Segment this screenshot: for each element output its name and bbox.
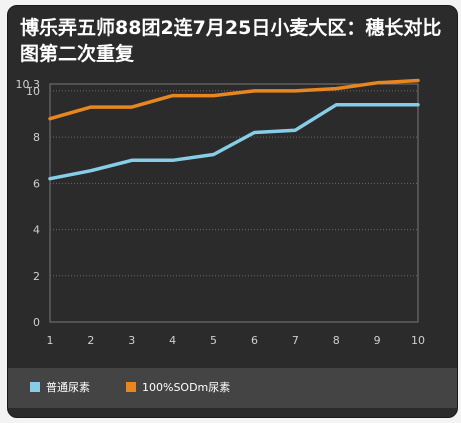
data-point [212,94,215,97]
data-point [416,79,420,82]
x-tick-label: 9 [374,334,381,347]
data-point [130,105,133,109]
y-tick-label: 10 [26,85,40,98]
plot-border [49,83,419,323]
data-point [375,81,379,85]
x-tick-label: 8 [333,334,340,347]
legend-swatch [30,382,40,392]
data-point [416,103,420,106]
x-tick-label: 3 [128,334,135,347]
data-point [253,131,256,134]
data-point [89,169,93,172]
data-point [130,159,133,162]
data-point [375,103,379,106]
data-point [253,89,256,93]
x-tick-label: 1 [47,334,54,347]
x-tick-label: 4 [169,334,176,347]
data-point [171,94,174,97]
y-tick-label: 2 [33,270,40,283]
x-tick-label: 10 [411,334,425,347]
legend-item: 100%SODm尿素 [126,380,230,394]
y-tick-label: 4 [33,224,40,237]
data-point [335,103,338,106]
data-point [294,129,297,132]
chart-legend: 普通尿素 100%SODm尿素 [8,368,457,408]
data-point [294,89,297,93]
series-line-2 [48,78,420,121]
series-line-1 [48,103,420,181]
data-point [89,105,93,109]
y-tick-label: 8 [33,131,40,144]
y-tick-label: 10.3 [16,78,41,91]
chart-title: 博乐弄五师88团2连7月25日小麦大区：穗长对比图第二次重复 [20,17,442,65]
data-point [48,177,52,180]
x-tick-label: 2 [87,334,94,347]
legend-swatch [126,382,136,392]
y-tick-label: 0 [33,316,40,329]
data-point [48,117,52,120]
x-tick-label: 5 [210,334,217,347]
legend-label: 100%SODm尿素 [142,381,231,394]
x-tick-label: 7 [292,334,299,347]
chart-card: 博乐弄五师88团2连7月25日小麦大区：穗长对比图第二次重复 0 2 4 6 8 10 10… [7,5,458,418]
data-point [171,159,174,162]
y-tick-label: 6 [33,177,40,190]
data-point [212,153,215,156]
legend-label: 普通尿素 [46,381,90,394]
legend-item: 普通尿素 [30,380,90,394]
x-tick-label: 6 [251,334,258,347]
data-point [335,87,338,90]
